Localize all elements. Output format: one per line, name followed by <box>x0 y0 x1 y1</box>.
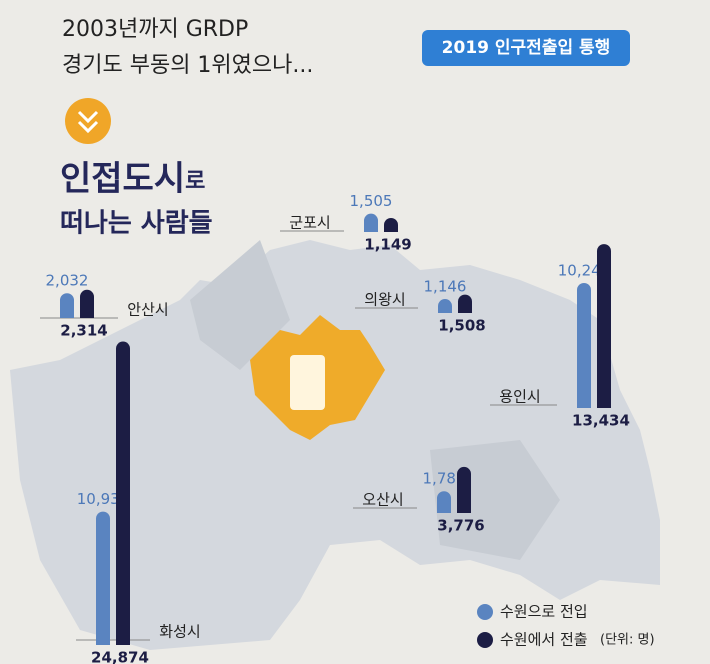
bar-base <box>80 311 94 318</box>
bar <box>577 282 591 408</box>
headline-suffix: 로 <box>185 169 205 194</box>
city-label: 화성시 <box>159 623 200 641</box>
value-label: 24,874 <box>91 649 149 664</box>
bar-base <box>458 306 472 313</box>
headline-sub: 떠나는 사람들 <box>60 209 213 239</box>
headline-main: 인접도시 <box>60 159 185 199</box>
bar-base <box>437 506 451 513</box>
value-label: 3,776 <box>437 517 484 535</box>
city-label: 의왕시 <box>364 291 405 309</box>
unit-note: (단위: 명) <box>600 633 655 648</box>
city-label: 오산시 <box>362 491 403 509</box>
bar-base <box>577 401 591 408</box>
legend-label: 수원에서 전출 <box>500 631 588 649</box>
bar-base <box>457 506 471 513</box>
bar-base <box>597 401 611 408</box>
bar <box>597 244 611 408</box>
bar-base <box>116 638 130 645</box>
value-label: 2,314 <box>60 322 107 340</box>
legend-marker <box>477 632 493 648</box>
value-label: 1,786 <box>423 470 466 488</box>
value-label: 1,508 <box>438 317 485 335</box>
headline: 인접도시로 <box>60 159 205 199</box>
value-label: 1,505 <box>350 192 393 210</box>
bar <box>116 341 130 645</box>
value-label: 2,032 <box>46 272 89 290</box>
legend-marker <box>477 604 493 620</box>
badge: 2019 인구전출입 통행 <box>442 38 611 58</box>
arrow-icon <box>77 110 99 134</box>
badge-box <box>422 30 630 66</box>
value-label: 1,146 <box>424 278 467 296</box>
value-label: 13,434 <box>572 412 630 430</box>
bar <box>96 511 110 645</box>
bar <box>80 289 94 318</box>
legend-label: 수원으로 전입 <box>500 603 588 621</box>
value-label: 1,149 <box>364 236 411 254</box>
bar-base <box>96 638 110 645</box>
bar-base <box>384 225 398 232</box>
bar <box>457 466 471 513</box>
title-line: 2003년까지 GRDP <box>62 17 248 42</box>
title-line: 경기도 부동의 1위였으나... <box>62 53 313 78</box>
city-label: 안산시 <box>127 301 168 319</box>
bar-base <box>438 306 452 313</box>
city-label: 용인시 <box>499 388 540 406</box>
bar-base <box>364 225 378 232</box>
bar-base <box>60 311 74 318</box>
suwon-icon <box>290 355 325 410</box>
city-label: 군포시 <box>289 214 330 232</box>
